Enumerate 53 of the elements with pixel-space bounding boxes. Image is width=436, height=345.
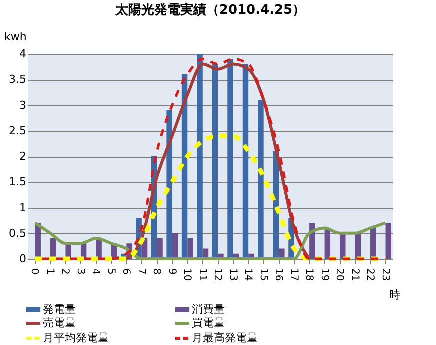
bar	[242, 64, 249, 259]
legend-label: 月平均発電量	[43, 332, 109, 344]
y-tick-label: 2	[20, 150, 26, 163]
y-tick-label: 1.5	[9, 176, 26, 189]
x-tick-label: 7	[136, 268, 147, 275]
bar	[258, 100, 264, 259]
x-tick-label: 0	[29, 268, 40, 275]
y-tick-label: 3.5	[9, 73, 26, 86]
bar	[212, 64, 218, 259]
x-tick-label: 12	[212, 268, 224, 282]
x-tick-label: 20	[334, 268, 346, 282]
x-tick-label: 23	[380, 268, 391, 282]
x-tick-label: 14	[242, 268, 254, 282]
x-tick-label: 11	[196, 268, 208, 282]
y-axis-title: kwh	[4, 30, 27, 44]
bar	[166, 110, 172, 259]
legend-label: 月最高発電量	[192, 332, 258, 344]
x-tick-label: 21	[349, 268, 360, 282]
line-series	[34, 222, 388, 260]
x-tick-label: 22	[364, 268, 376, 282]
x-tick-label: 13	[227, 268, 238, 282]
x-tick-label: 10	[182, 268, 193, 282]
legend-label: 発電量	[43, 302, 76, 316]
x-tick-label: 15	[258, 268, 269, 282]
x-tick-label: 2	[60, 268, 71, 275]
x-axis-title: 時	[390, 288, 400, 302]
y-tick-label: 0.5	[9, 226, 26, 240]
bar	[188, 238, 194, 259]
y-tick-label: 3	[20, 98, 26, 112]
legend-label: 消費量	[192, 302, 225, 316]
legend-label: 売電量	[43, 316, 76, 330]
x-tick-label: 9	[166, 268, 178, 275]
y-tick-label: 2.5	[9, 124, 26, 138]
x-tick-label: 16	[273, 268, 284, 282]
bar	[197, 54, 203, 259]
bar	[228, 59, 234, 259]
x-tick-label: 4	[90, 268, 102, 275]
y-tick-label: 4	[20, 48, 26, 60]
y-tick-label: 1	[20, 201, 26, 214]
x-tick-label: 5	[105, 268, 116, 275]
bar	[386, 223, 392, 259]
x-tick-label: 1	[44, 268, 56, 275]
y-tick-label: 0	[20, 252, 26, 266]
x-tick-label: 18	[304, 268, 315, 282]
x-tick-label: 19	[318, 268, 330, 282]
x-tick-label: 3	[74, 268, 86, 275]
legend-label: 買電量	[192, 316, 225, 330]
x-tick-label: 6	[120, 268, 132, 275]
x-tick-label: 8	[151, 268, 162, 275]
x-tick-label: 17	[288, 268, 300, 282]
chart-title: 太陽光発電実績（2010.4.25）	[114, 2, 306, 18]
bar	[157, 238, 163, 259]
bar	[172, 233, 178, 259]
